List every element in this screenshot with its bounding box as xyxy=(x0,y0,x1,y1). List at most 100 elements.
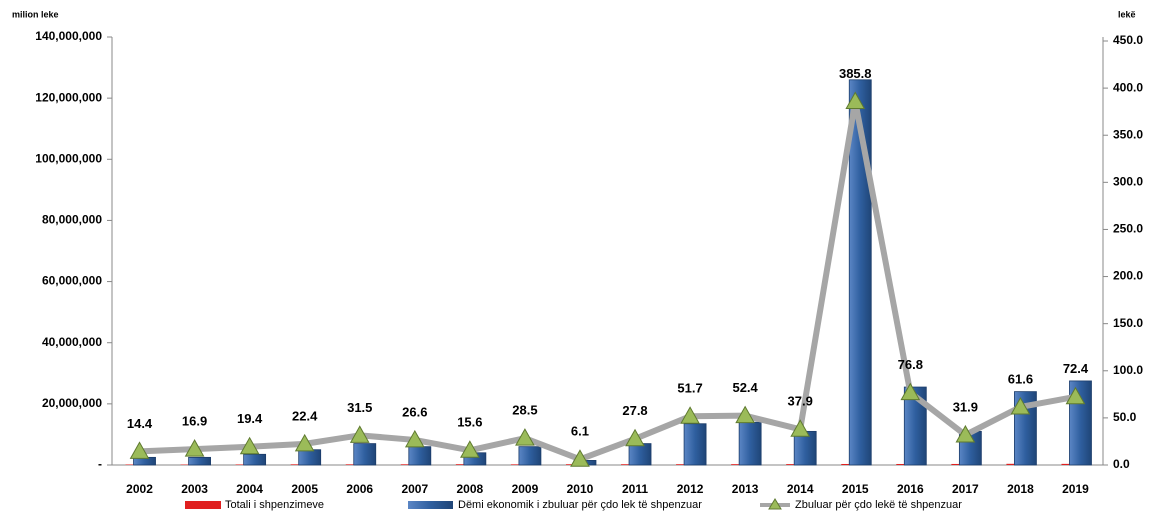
x-tick-label: 2005 xyxy=(291,482,318,496)
x-tick-label: 2014 xyxy=(787,482,814,496)
marker xyxy=(1010,396,1031,415)
x-tick-label: 2019 xyxy=(1062,482,1089,496)
y2-tick-label: 350.0 xyxy=(1113,127,1143,141)
x-tick-label: 2010 xyxy=(567,482,594,496)
marker xyxy=(349,425,370,443)
marker xyxy=(845,91,866,109)
bar xyxy=(298,449,322,466)
bar xyxy=(848,79,872,466)
y2-tick-label: 0.0 xyxy=(1113,457,1130,471)
bar xyxy=(683,423,707,466)
legend-label: Totali i shpenzimeve xyxy=(225,499,324,511)
marker xyxy=(1065,386,1086,405)
y-tick-label: 40,000,000 xyxy=(42,335,102,349)
data-label: 51.7 xyxy=(677,381,702,396)
bar xyxy=(243,453,267,466)
data-label: 61.6 xyxy=(1008,371,1033,386)
marker xyxy=(129,441,150,459)
bar xyxy=(1006,463,1015,465)
data-label: 26.6 xyxy=(402,404,427,419)
line xyxy=(139,98,1077,463)
bar xyxy=(565,464,574,465)
y-tick-label: 100,000,000 xyxy=(35,151,102,165)
data-label: 28.5 xyxy=(512,403,537,418)
x-tick-label: 2009 xyxy=(512,482,539,496)
legend-swatch xyxy=(185,501,221,509)
y2-tick-label: 300.0 xyxy=(1113,175,1143,189)
data-label: 52.4 xyxy=(732,380,758,395)
x-tick-label: 2004 xyxy=(236,482,263,496)
x-tick-label: 2017 xyxy=(952,482,979,496)
bar xyxy=(731,464,740,465)
y2-tick-label: 50.0 xyxy=(1113,410,1137,424)
legend-marker xyxy=(768,498,782,510)
bar xyxy=(628,443,652,466)
bar xyxy=(290,464,299,465)
legend-label: Zbuluar për çdo lekë të shpenzuar xyxy=(795,499,962,511)
data-label: 15.6 xyxy=(457,415,482,430)
y-tick-label: 80,000,000 xyxy=(42,213,102,227)
y2-tick-label: 100.0 xyxy=(1113,363,1143,377)
bar xyxy=(903,386,927,466)
data-label: 72.4 xyxy=(1063,361,1089,376)
bar xyxy=(951,463,960,465)
marker xyxy=(294,433,315,452)
bar xyxy=(125,464,134,465)
y2-axis-title: lekë xyxy=(1118,9,1136,19)
y-tick-label: 20,000,000 xyxy=(42,396,102,410)
data-label: 27.8 xyxy=(622,403,647,418)
bar xyxy=(188,456,211,466)
data-label: 14.4 xyxy=(127,416,153,431)
bar xyxy=(786,464,795,465)
marker xyxy=(625,428,645,447)
x-tick-label: 2012 xyxy=(677,482,704,496)
marker xyxy=(404,429,425,448)
bar xyxy=(896,463,905,465)
y2-tick-label: 250.0 xyxy=(1113,222,1143,236)
legend-swatch xyxy=(408,501,453,509)
x-tick-label: 2016 xyxy=(897,482,924,496)
marker xyxy=(735,405,755,424)
y-tick-label: 60,000,000 xyxy=(42,274,102,288)
bar xyxy=(1061,463,1070,465)
y2-tick-label: 400.0 xyxy=(1113,80,1143,94)
y-tick-label: 140,000,000 xyxy=(35,29,102,43)
data-label: 16.9 xyxy=(182,414,207,429)
marker xyxy=(239,436,260,455)
marker xyxy=(900,382,921,401)
marker xyxy=(680,406,700,424)
y-tick-label: 120,000,000 xyxy=(35,90,102,104)
data-label: 31.5 xyxy=(347,400,372,415)
y2-tick-label: 150.0 xyxy=(1113,316,1143,330)
bar xyxy=(235,464,244,465)
x-tick-label: 2013 xyxy=(732,482,759,496)
data-label: 31.9 xyxy=(953,399,978,414)
marker xyxy=(570,449,590,467)
bar xyxy=(841,463,850,465)
x-tick-label: 2015 xyxy=(842,482,869,496)
bar xyxy=(676,464,685,465)
marker xyxy=(460,440,480,458)
x-tick-label: 2002 xyxy=(126,482,153,496)
bar xyxy=(400,464,409,465)
x-tick-label: 2018 xyxy=(1007,482,1034,496)
marker xyxy=(184,439,205,457)
bar xyxy=(621,464,630,465)
data-label: 76.8 xyxy=(898,357,923,372)
y2-tick-label: 200.0 xyxy=(1113,269,1143,283)
y2-tick-label: 450.0 xyxy=(1113,33,1143,47)
data-label: 19.4 xyxy=(237,411,263,426)
bar xyxy=(518,446,542,466)
data-label: 22.4 xyxy=(292,408,318,423)
x-tick-label: 2003 xyxy=(181,482,208,496)
y-tick-label: - xyxy=(98,457,102,471)
bar xyxy=(738,421,762,466)
data-label: 385.8 xyxy=(839,66,872,81)
legend-label: Dëmi ekonomik i zbuluar për çdo lek të s… xyxy=(458,499,702,511)
x-tick-label: 2011 xyxy=(622,482,648,496)
marker xyxy=(955,424,976,443)
marker xyxy=(790,419,811,437)
x-tick-label: 2006 xyxy=(346,482,373,496)
data-label: 6.1 xyxy=(571,424,589,439)
